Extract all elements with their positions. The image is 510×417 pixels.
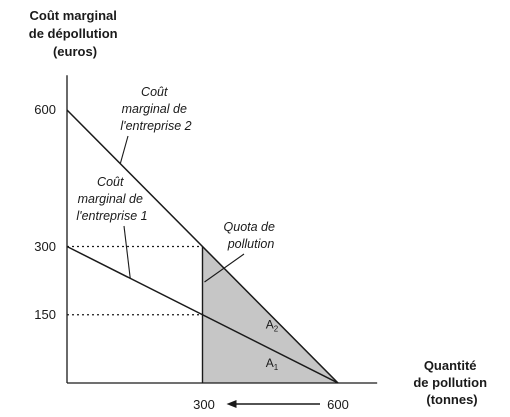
quota-label-line-1: Quota de — [224, 220, 275, 234]
area-label-a1-subscript: 1 — [274, 363, 279, 372]
y-axis-label-line-2: de dépollution — [29, 26, 118, 41]
series-label-entreprise-1: Coût marginal de l'entreprise 1 — [76, 175, 147, 223]
leader-line-quota — [204, 253, 245, 283]
area-label-a2-subscript: 2 — [274, 324, 279, 333]
quota-label: Quota de pollution — [224, 220, 279, 251]
series-label-entreprise-1-line-1: Coût — [97, 175, 124, 189]
y-tick-label-150: 150 — [34, 307, 56, 322]
area-label-a2: A2 — [266, 317, 279, 333]
series-label-entreprise-2-line-1: Coût — [141, 85, 168, 99]
y-axis-label: Coût marginal de dépollution (euros) — [29, 8, 121, 59]
x-axis-label: Quantité de pollution (tonnes) — [413, 358, 490, 407]
x-axis-label-line-2: de pollution — [413, 375, 487, 390]
y-tick-label-600: 600 — [34, 102, 56, 117]
series-label-entreprise-2-line-2: marginal de — [122, 102, 187, 116]
area-label-a1: A1 — [266, 356, 279, 372]
series-label-entreprise-1-line-2: marginal de — [78, 192, 143, 206]
quota-label-line-2: pollution — [227, 237, 275, 251]
series-label-entreprise-2-line-3: l'entreprise 2 — [120, 119, 191, 133]
series-label-entreprise-2: Coût marginal de l'entreprise 2 — [120, 85, 191, 133]
y-axis-label-line-3: (euros) — [53, 44, 97, 59]
x-axis-label-line-3: (tonnes) — [426, 392, 477, 407]
x-tick-label-600: 600 — [327, 397, 349, 412]
area-label-a2-letter: A — [266, 317, 274, 331]
arrow-head — [226, 400, 237, 408]
leader-line-entreprise-1 — [123, 225, 131, 279]
area-label-a1-letter: A — [266, 356, 274, 370]
x-axis-label-line-1: Quantité — [424, 358, 477, 373]
y-axis-label-line-1: Coût marginal — [29, 8, 116, 23]
x-tick-label-300: 300 — [193, 397, 215, 412]
y-tick-label-300: 300 — [34, 239, 56, 254]
series-label-entreprise-1-line-3: l'entreprise 1 — [76, 209, 147, 223]
series-line-entreprise-2 — [66, 109, 339, 384]
leader-line-entreprise-2 — [119, 135, 129, 164]
series-line-entreprise-1 — [66, 245, 339, 384]
